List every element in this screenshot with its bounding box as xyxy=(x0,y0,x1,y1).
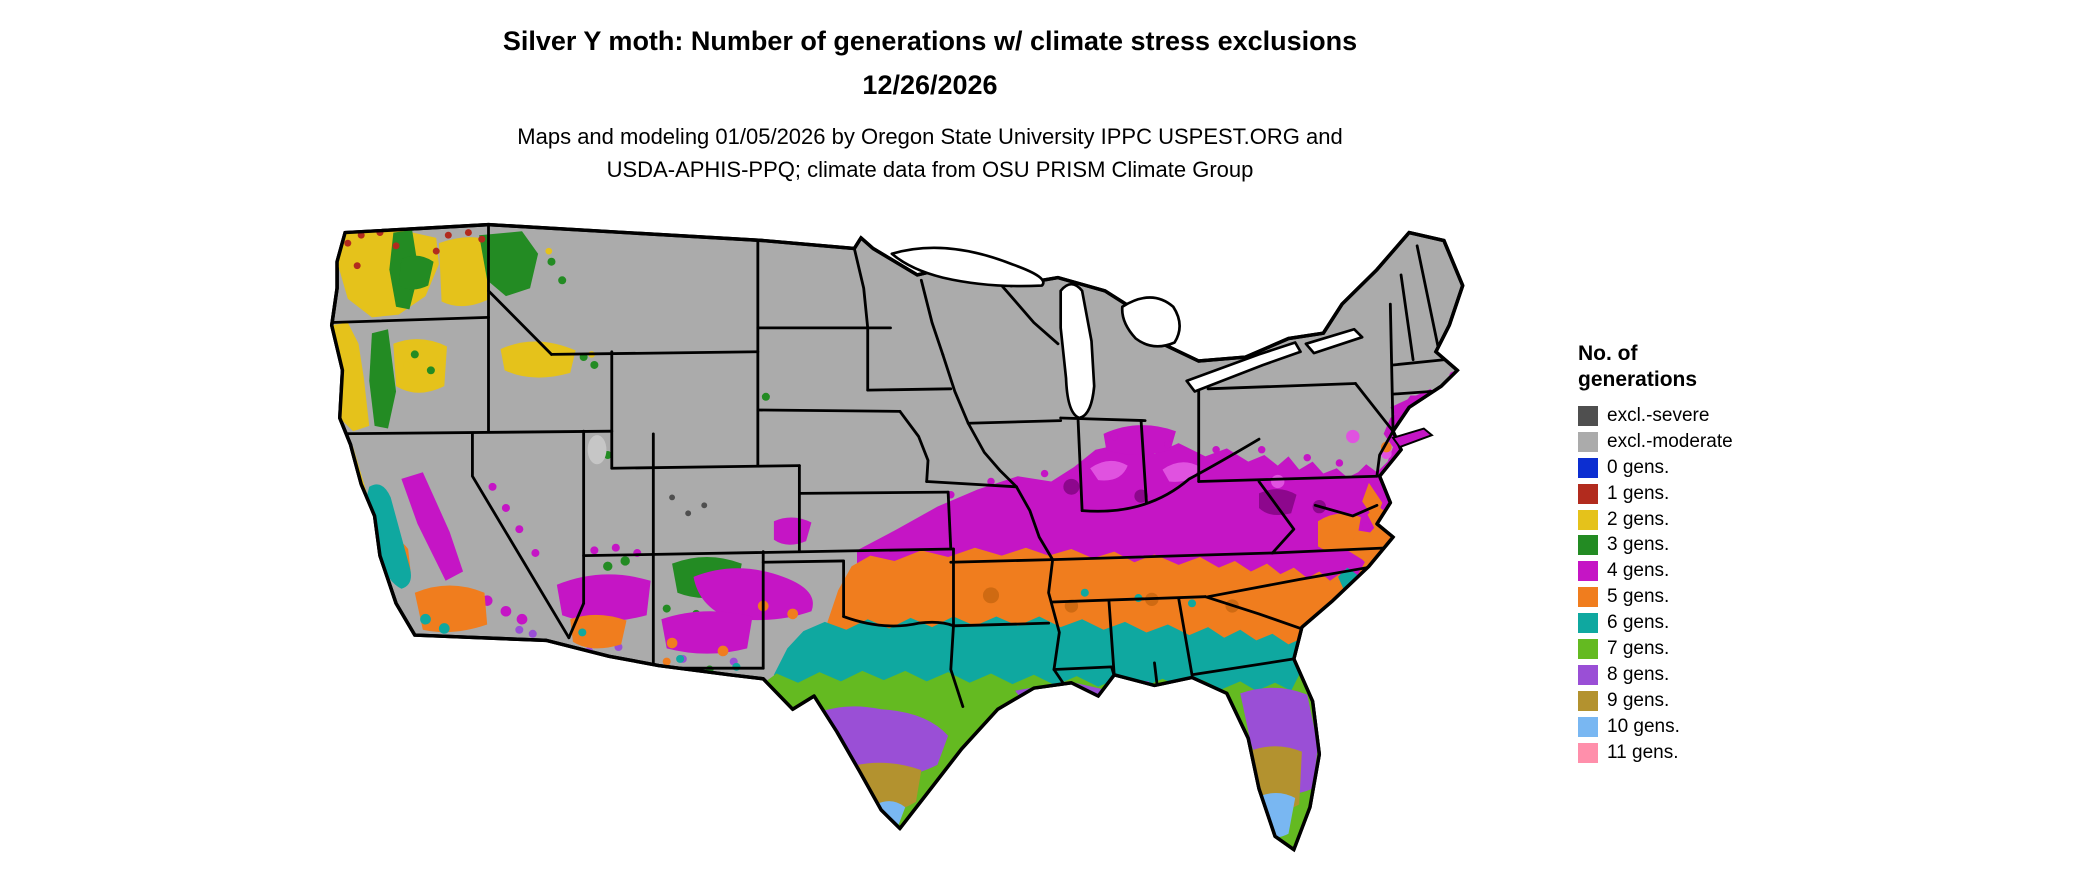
legend-title: No. of generations xyxy=(1578,341,1828,393)
regions-3gens-green xyxy=(355,229,770,674)
lake-ontario xyxy=(1304,327,1364,355)
regions-4gens-deep-texture xyxy=(1063,478,1326,516)
great-salt-lake xyxy=(587,435,607,465)
legend-entry: 2 gens. xyxy=(1578,507,1828,533)
legend-label: 9 gens. xyxy=(1607,689,1670,711)
legend-entry: 3 gens. xyxy=(1578,532,1828,558)
legend-label: 4 gens. xyxy=(1607,560,1670,582)
legend-swatch xyxy=(1578,638,1598,659)
legend-swatch xyxy=(1578,613,1598,634)
legend-label: 5 gens. xyxy=(1607,586,1670,608)
legend: No. of generations excl.-severe excl.-mod… xyxy=(1578,341,1828,765)
legend-label: 11 gens. xyxy=(1607,741,1679,763)
legend-entry: 9 gens. xyxy=(1578,688,1828,714)
legend-label: 0 gens. xyxy=(1607,456,1670,478)
legend-swatch xyxy=(1578,716,1598,737)
legend-entry: 7 gens. xyxy=(1578,636,1828,662)
legend-entry: 6 gens. xyxy=(1578,610,1828,636)
long-island xyxy=(1391,427,1434,449)
lake-huron xyxy=(1120,296,1181,348)
legend-label: 8 gens. xyxy=(1607,663,1670,685)
map-date: 12/26/2026 xyxy=(862,70,998,100)
legend-label: 10 gens. xyxy=(1607,715,1680,737)
legend-title-line1: No. of xyxy=(1578,342,1638,365)
legend-label: 2 gens. xyxy=(1607,508,1670,530)
legend-entry: 4 gens. xyxy=(1578,558,1828,584)
regions-10gens-lightblue xyxy=(875,792,1296,838)
map-credits-line1: Maps and modeling 01/05/2026 by Oregon S… xyxy=(517,124,1343,149)
legend-entry: 5 gens. xyxy=(1578,584,1828,610)
legend-label: 7 gens. xyxy=(1607,637,1670,659)
legend-entry: excl.-moderate xyxy=(1578,429,1828,455)
lake-erie xyxy=(1185,341,1302,393)
legend-swatch xyxy=(1578,535,1598,556)
legend-swatch xyxy=(1578,457,1598,478)
legend-swatch xyxy=(1578,509,1598,530)
map-credits-line2: USDA-APHIS-PPQ; climate data from OSU PR… xyxy=(606,157,1254,182)
legend-entry: excl.-severe xyxy=(1578,403,1828,429)
legend-title-line2: generations xyxy=(1578,368,1698,391)
legend-swatch xyxy=(1578,405,1598,426)
legend-entry: 0 gens. xyxy=(1578,455,1828,481)
legend-entries: excl.-severe excl.-moderate 0 gens. 1 gens.… xyxy=(1578,403,1828,765)
legend-swatch xyxy=(1578,483,1598,504)
us-generations-map xyxy=(321,222,1527,884)
legend-label: excl.-moderate xyxy=(1607,430,1733,452)
legend-swatch xyxy=(1578,431,1598,452)
legend-label: 1 gens. xyxy=(1607,482,1670,504)
regions-excl-severe-speckles xyxy=(669,494,708,517)
lake-michigan xyxy=(1059,282,1096,420)
legend-swatch xyxy=(1578,664,1598,685)
great-lakes xyxy=(890,246,1364,420)
lake-superior xyxy=(890,246,1045,288)
legend-swatch xyxy=(1578,690,1598,711)
legend-entry: 1 gens. xyxy=(1578,481,1828,507)
regions-5gens-patches xyxy=(388,441,1392,666)
legend-label: 6 gens. xyxy=(1607,612,1670,634)
legend-label: 3 gens. xyxy=(1607,534,1670,556)
map-title: Silver Y moth: Number of generations w/ … xyxy=(502,26,1358,56)
legend-entry: 10 gens. xyxy=(1578,714,1828,740)
legend-label: excl.-severe xyxy=(1607,404,1710,426)
legend-swatch xyxy=(1578,561,1598,582)
legend-swatch xyxy=(1578,742,1598,763)
legend-swatch xyxy=(1578,587,1598,608)
legend-entry: 8 gens. xyxy=(1578,662,1828,688)
us-map-svg xyxy=(329,222,1465,853)
legend-entry: 11 gens. xyxy=(1578,740,1828,766)
state-borders xyxy=(331,224,1451,708)
